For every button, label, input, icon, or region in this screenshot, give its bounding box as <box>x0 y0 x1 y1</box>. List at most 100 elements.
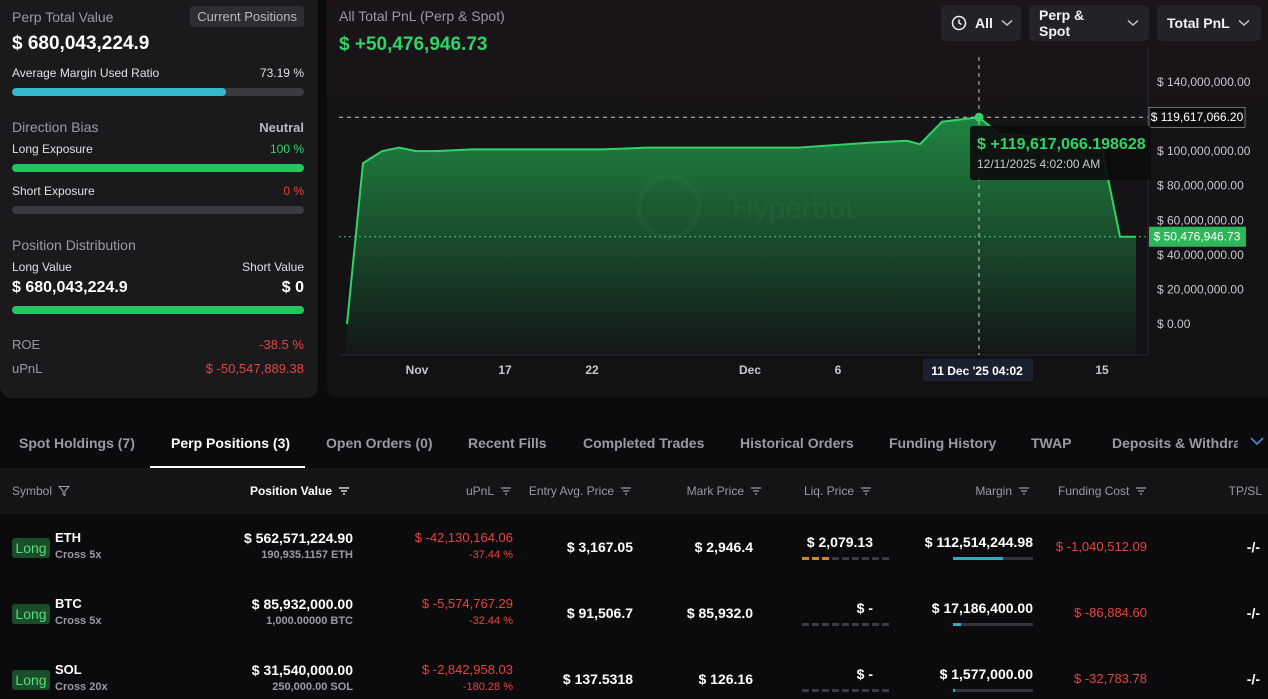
tpsl-value[interactable]: -/- <box>1246 539 1260 555</box>
entry-price: $ 3,167.05 <box>566 539 633 555</box>
symbol[interactable]: BTC <box>55 596 82 611</box>
short-exposure-value: 0 % <box>283 184 304 198</box>
sort-icon[interactable] <box>620 486 632 496</box>
hover-value-badge <box>1148 106 1246 128</box>
upnl-percent: -32.44 % <box>468 615 513 627</box>
sort-icon[interactable] <box>1018 486 1030 496</box>
perp-total-value-label: Perp Total Value <box>12 8 114 25</box>
avg-margin-value: 73.19 % <box>259 66 304 80</box>
upnl-value: $ -2,842,958.03 <box>421 662 513 677</box>
time-range-label: All <box>975 15 993 31</box>
tab-twap[interactable]: TWAP <box>1031 435 1072 451</box>
liq-risk-meter <box>802 623 889 626</box>
col-symbol[interactable]: Symbol <box>12 468 71 514</box>
perp-total-value: $ 680,043,224.9 <box>12 33 150 54</box>
col-funding-cost[interactable]: Funding Cost <box>1058 468 1147 514</box>
filter-icon[interactable] <box>58 485 71 497</box>
x-tick-label: 17 <box>498 363 512 377</box>
mark-price: $ 85,932.0 <box>686 605 753 621</box>
side-badge: Long <box>12 604 50 624</box>
sort-icon[interactable] <box>860 486 872 496</box>
tab-recent-fills[interactable]: Recent Fills <box>468 435 547 451</box>
side-badge: Long <box>12 670 50 690</box>
tab-perp-positions[interactable]: Perp Positions (3) <box>171 435 291 451</box>
sort-icon[interactable] <box>500 486 512 496</box>
col-liq-price-label: Liq. Price <box>803 484 854 498</box>
long-exposure-bar <box>12 164 304 172</box>
entry-price: $ 137.5318 <box>562 671 633 687</box>
liq-price: $ - <box>856 666 873 682</box>
margin-value: $ 112,514,244.98 <box>924 534 1033 550</box>
y-tick-label: $ 140,000,000.00 <box>1157 75 1251 89</box>
col-mark-price-label: Mark Price <box>686 484 744 498</box>
hover-value-label: $ 119,617,066.20 <box>1151 110 1244 124</box>
sort-icon[interactable] <box>750 486 762 496</box>
table-row[interactable]: Long BTC Cross 5x $ 85,932,000.00 1,000.… <box>0 580 1268 646</box>
entry-price: $ 91,506.7 <box>566 605 633 621</box>
tab-open-orders[interactable]: Open Orders (0) <box>326 435 433 451</box>
x-tick-label: 15 <box>1095 363 1109 377</box>
tab-spot-holdings[interactable]: Spot Holdings (7) <box>19 435 135 451</box>
col-margin[interactable]: Margin <box>975 468 1030 514</box>
tab-historical-orders[interactable]: Historical Orders <box>740 435 854 451</box>
current-value-label: $ 50,476,946.73 <box>1154 230 1241 244</box>
current-value-badge <box>1149 226 1246 247</box>
sort-icon[interactable] <box>1135 486 1147 496</box>
tab-deposits-withdrawals[interactable]: Deposits & Withdraw <box>1112 435 1238 451</box>
margin-mode: Cross 20x <box>55 681 108 693</box>
tab-completed-trades[interactable]: Completed Trades <box>583 435 705 451</box>
x-tick-label: Nov <box>406 363 429 377</box>
long-value-label: Long Value <box>12 260 72 274</box>
direction-bias-value: Neutral <box>259 119 304 135</box>
current-positions-button[interactable]: Current Positions <box>190 6 304 27</box>
x-tick-label: 22 <box>585 363 599 377</box>
tpsl-value[interactable]: -/- <box>1246 605 1260 621</box>
x-tick-label: 6 <box>835 363 842 377</box>
sort-icon[interactable] <box>338 486 350 496</box>
col-position-value[interactable]: Position Value <box>250 468 350 514</box>
market-type-dropdown[interactable]: Perp & Spot <box>1029 5 1149 41</box>
tpsl-value[interactable]: -/- <box>1246 671 1260 687</box>
position-distribution-bar <box>12 306 304 314</box>
y-tick-label: $ 80,000,000.00 <box>1157 179 1244 193</box>
liq-price: $ 2,079.13 <box>806 534 873 550</box>
avg-margin-bar <box>12 88 304 96</box>
symbol[interactable]: ETH <box>55 530 81 545</box>
chevron-down-icon[interactable] <box>1250 436 1264 446</box>
x-tick-label: Dec <box>739 363 761 377</box>
y-tick-label: $ 60,000,000.00 <box>1157 213 1244 227</box>
upnl-value: $ -5,574,767.29 <box>421 596 513 611</box>
tab-funding-history[interactable]: Funding History <box>889 435 997 451</box>
mark-price: $ 2,946.4 <box>694 539 753 555</box>
symbol[interactable]: SOL <box>55 662 82 677</box>
col-mark-price[interactable]: Mark Price <box>687 468 762 514</box>
metric-dropdown[interactable]: Total PnL <box>1157 5 1261 41</box>
col-upnl[interactable]: uPnL <box>466 468 512 514</box>
short-value-label: Short Value <box>242 260 304 274</box>
position-size: 190,935.1157 ETH <box>261 549 353 561</box>
avg-margin-label: Average Margin Used Ratio <box>12 66 160 80</box>
pnl-chart-panel: Hyperbot$ 140,000,000.00$ 100,000,000.00… <box>327 0 1268 398</box>
table-row[interactable]: Long SOL Cross 20x $ 31,540,000.00 250,0… <box>0 646 1268 699</box>
summary-panel: Perp Total Value Current Positions $ 680… <box>0 0 318 398</box>
col-entry-price[interactable]: Entry Avg. Price <box>529 468 632 514</box>
margin-bar <box>953 623 1033 626</box>
position-value: $ 562,571,224.90 <box>244 530 353 546</box>
col-position-value-label: Position Value <box>249 484 332 498</box>
active-tab-indicator <box>150 466 305 468</box>
perp-total-header: Perp Total Value Current Positions <box>12 6 304 27</box>
time-range-dropdown[interactable]: All <box>941 5 1021 41</box>
liq-risk-meter <box>802 557 889 560</box>
table-row[interactable]: Long ETH Cross 5x $ 562,571,224.90 190,9… <box>0 514 1268 580</box>
col-liq-price[interactable]: Liq. Price <box>804 468 872 514</box>
margin-value: $ 17,186,400.00 <box>931 600 1033 616</box>
pnl-chart[interactable]: Hyperbot$ 140,000,000.00$ 100,000,000.00… <box>327 0 1268 398</box>
hover-tooltip-time: 12/11/2025 4:02:00 AM <box>977 157 1100 171</box>
margin-bar <box>953 689 1033 692</box>
hover-time-badge <box>923 359 1033 381</box>
chevron-down-icon <box>1238 19 1250 27</box>
hover-point <box>974 112 984 122</box>
chevron-down-icon <box>1127 19 1139 27</box>
margin-bar <box>953 557 1033 560</box>
position-size: 1,000.00000 BTC <box>266 615 353 627</box>
